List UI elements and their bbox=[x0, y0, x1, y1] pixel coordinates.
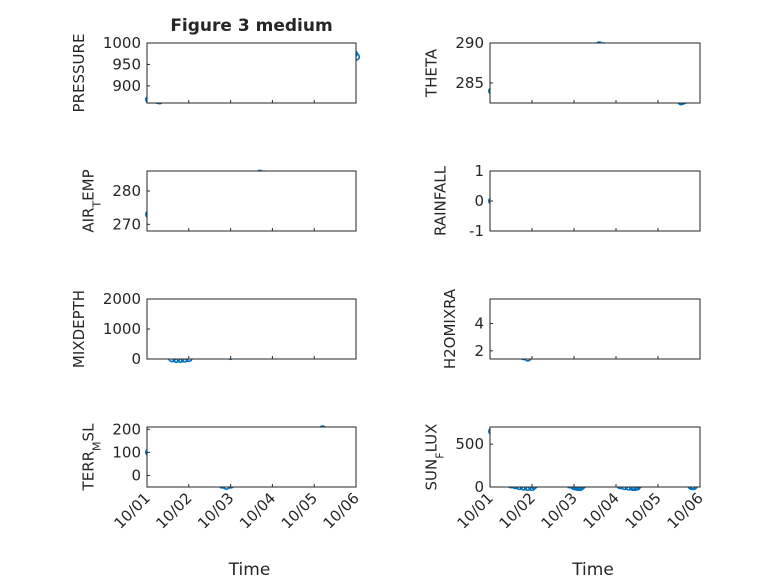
subplot-mixdepth: 0 1000 2000 MIXDEPTH bbox=[70, 290, 357, 368]
y-tick-label-rainfall: -1 bbox=[469, 222, 484, 240]
y-axis-label-h2omixra: H2OMIXRA bbox=[441, 288, 459, 369]
axes-box-sun-flux bbox=[489, 426, 701, 488]
x-axis-label: Time bbox=[228, 560, 271, 580]
y-tick-label-h2omixra: 4 bbox=[474, 315, 484, 333]
axes-box-rainfall bbox=[489, 170, 701, 232]
y-tick-label-terr-msl: 100 bbox=[112, 443, 141, 461]
subplot-pressure: 900 950 1000 PRESSURE Figure 3 medium bbox=[70, 16, 361, 113]
y-tick-label-pressure: 1000 bbox=[103, 34, 141, 52]
y-tick-label-terr-msl: 200 bbox=[112, 420, 141, 438]
axes-box-h2omixra bbox=[489, 298, 701, 360]
axes-box-mixdepth bbox=[146, 298, 357, 360]
subplot-theta: 285 290 THETA bbox=[422, 34, 701, 106]
y-axis-label-pressure: PRESSURE bbox=[70, 34, 88, 113]
figure-title: Figure 3 medium bbox=[170, 16, 332, 36]
y-tick-label-mixdepth: 0 bbox=[131, 350, 141, 368]
axes-box-pressure bbox=[146, 42, 357, 104]
y-axis-label-air-temp: AIRTEMP bbox=[79, 169, 103, 232]
y-tick-label-air-temp: 270 bbox=[112, 215, 141, 233]
y-tick-label-rainfall: 0 bbox=[474, 192, 484, 210]
axes-box-terr-msl bbox=[146, 426, 357, 488]
y-tick-label-h2omixra: 2 bbox=[474, 342, 484, 360]
y-tick-label-pressure: 900 bbox=[112, 77, 141, 95]
subplot-rainfall: -1 0 1 RAINFALL bbox=[432, 162, 701, 240]
y-tick-label-rainfall: 1 bbox=[474, 162, 484, 180]
y-axis-label-sun-flux: SUNFLUX bbox=[422, 424, 446, 491]
y-tick-label-pressure: 950 bbox=[112, 55, 141, 73]
y-axis-label-mixdepth: MIXDEPTH bbox=[70, 290, 88, 368]
y-tick-label-air-temp: 280 bbox=[112, 182, 141, 200]
y-tick-label-sun-flux: 500 bbox=[455, 435, 484, 453]
y-tick-label-terr-msl: 0 bbox=[131, 466, 141, 484]
axes-box-theta bbox=[489, 42, 701, 104]
y-axis-label-theta: THETA bbox=[422, 48, 440, 98]
subplot-air-temp: 270 280 AIRTEMP bbox=[79, 169, 357, 233]
axes-box-air-temp bbox=[146, 170, 357, 232]
y-tick-label-mixdepth: 1000 bbox=[103, 320, 141, 338]
y-tick-label-theta: 285 bbox=[455, 74, 484, 92]
x-axis-label: Time bbox=[571, 560, 614, 580]
y-tick-label-theta: 290 bbox=[455, 34, 484, 52]
y-axis-label-rainfall: RAINFALL bbox=[432, 165, 450, 236]
y-axis-label-terr-msl: TERRMSL bbox=[79, 423, 103, 492]
subplot-h2omixra: 2 4 H2OMIXRA bbox=[441, 288, 701, 369]
y-tick-label-sun-flux: 0 bbox=[474, 478, 484, 496]
y-tick-label-mixdepth: 2000 bbox=[103, 290, 141, 308]
